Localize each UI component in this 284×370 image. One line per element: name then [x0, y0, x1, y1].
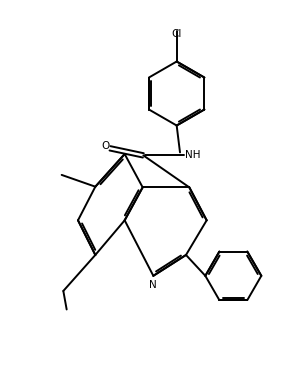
- Text: Cl: Cl: [172, 28, 182, 38]
- Text: N: N: [149, 280, 157, 290]
- Text: O: O: [102, 141, 110, 151]
- Text: NH: NH: [185, 150, 201, 161]
